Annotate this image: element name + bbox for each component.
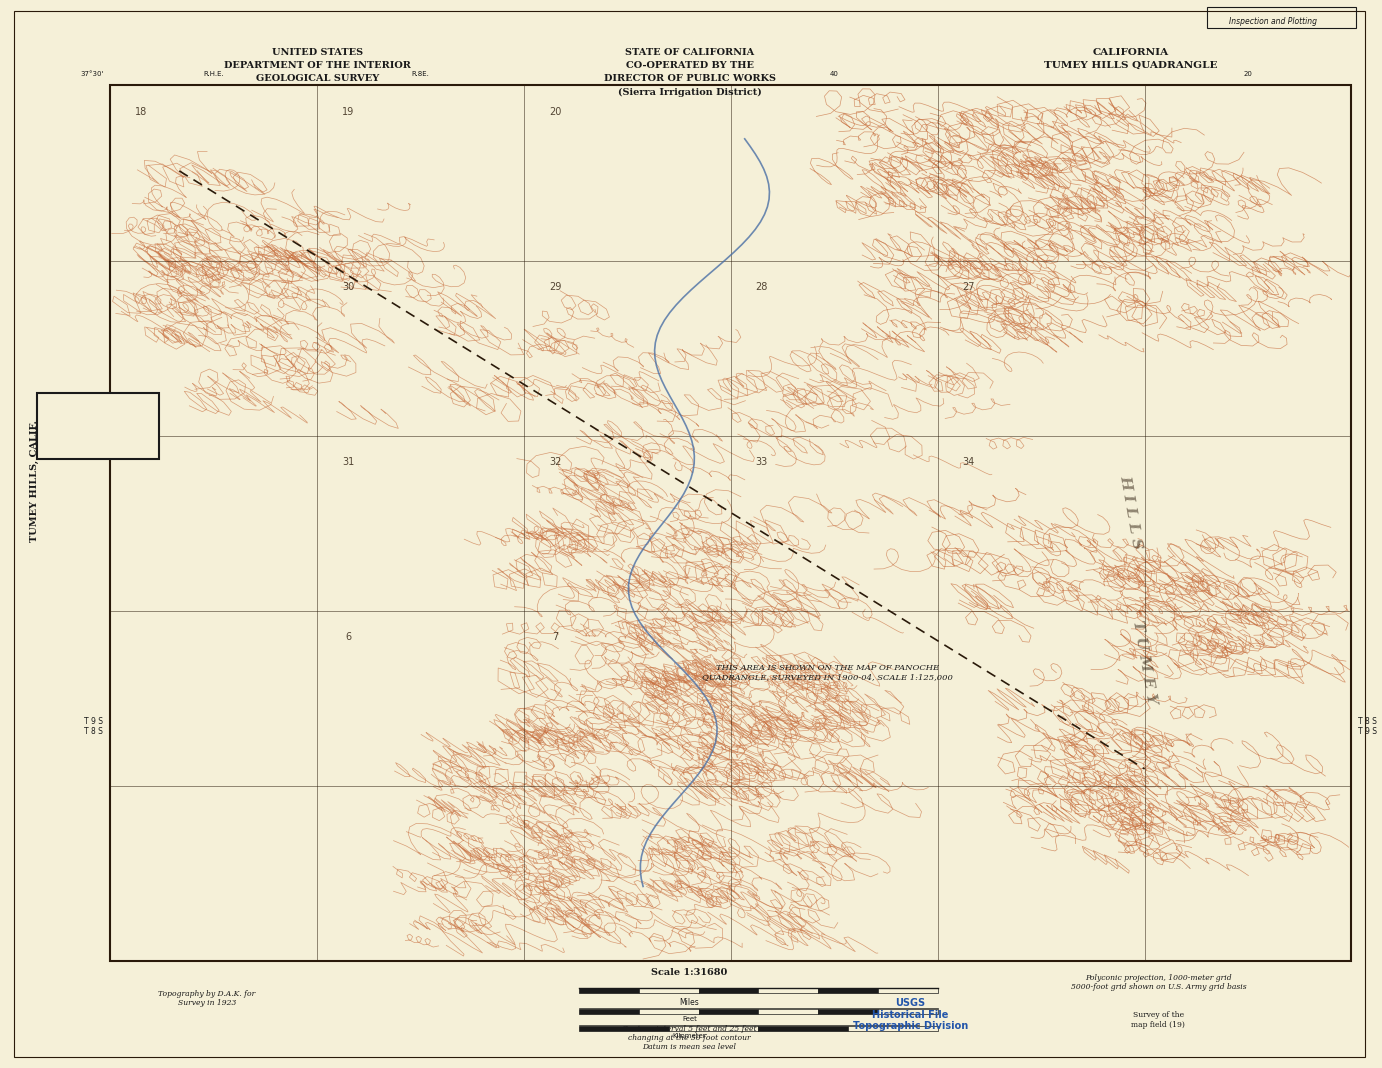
Text: 20: 20: [1244, 70, 1252, 77]
FancyBboxPatch shape: [37, 393, 159, 459]
Text: STATE OF CALIFORNIA
CO-OPERATED BY THE
DIRECTOR OF PUBLIC WORKS
(Sierra Irrigati: STATE OF CALIFORNIA CO-OPERATED BY THE D…: [604, 48, 775, 97]
Bar: [579, 1009, 638, 1014]
Text: R.8E.: R.8E.: [412, 70, 430, 77]
Bar: [878, 988, 938, 993]
Text: 7: 7: [551, 632, 558, 642]
Text: FILE COPY: FILE COPY: [51, 409, 106, 420]
Text: Contour interval 5 feet and 25 feet
changing at the 50 foot contour
Datum is mea: Contour interval 5 feet and 25 feet chan…: [622, 1025, 757, 1051]
Bar: [579, 988, 638, 993]
Text: Miles: Miles: [680, 998, 699, 1006]
Text: Inspection and Plotting: Inspection and Plotting: [1229, 17, 1317, 26]
Bar: [699, 1009, 759, 1014]
Text: Survey of the
map field (19): Survey of the map field (19): [1132, 1011, 1186, 1028]
Text: 34: 34: [963, 457, 974, 467]
Bar: [1206, 7, 1356, 28]
Text: 28: 28: [756, 282, 768, 292]
Text: THIS AREA IS SHOWN ON THE MAP OF PANOCHE
QUADRANGLE, SURVEYED IN 1900-04, SCALE : THIS AREA IS SHOWN ON THE MAP OF PANOCHE…: [702, 664, 952, 681]
Text: 18: 18: [135, 107, 148, 116]
Text: UNITED STATES
DEPARTMENT OF THE INTERIOR
GEOLOGICAL SURVEY: UNITED STATES DEPARTMENT OF THE INTERIOR…: [224, 48, 410, 83]
Text: 40: 40: [831, 70, 839, 77]
Bar: [669, 1026, 759, 1031]
Text: T 8 S
T 9 S: T 8 S T 9 S: [1359, 717, 1378, 736]
Text: 31: 31: [343, 457, 354, 467]
Text: CALIFORNIA
TUMEY HILLS QUADRANGLE: CALIFORNIA TUMEY HILLS QUADRANGLE: [1043, 48, 1218, 70]
Text: Kilometer: Kilometer: [673, 1033, 706, 1039]
Bar: [878, 1009, 938, 1014]
Text: H I L L S: H I L L S: [1118, 474, 1144, 551]
Text: 19: 19: [343, 107, 354, 116]
Text: Topography by D.A.K. for
Survey in 1923: Topography by D.A.K. for Survey in 1923: [158, 990, 256, 1007]
Bar: [579, 1026, 669, 1031]
Text: 20: 20: [549, 107, 561, 116]
Text: 29: 29: [549, 282, 561, 292]
Bar: [849, 1026, 938, 1031]
Bar: [638, 988, 699, 993]
Bar: [699, 988, 759, 993]
Bar: [759, 1009, 818, 1014]
Text: TUMEY HILLS, CALIF.: TUMEY HILLS, CALIF.: [30, 420, 39, 541]
Bar: [759, 988, 818, 993]
Text: R.H.E.: R.H.E.: [203, 70, 224, 77]
Text: 30: 30: [343, 282, 354, 292]
Bar: [638, 1009, 699, 1014]
Text: 6: 6: [346, 632, 351, 642]
Text: Scale 1:31680: Scale 1:31680: [651, 969, 728, 977]
Text: 37°30': 37°30': [80, 70, 104, 77]
Bar: [759, 1026, 849, 1031]
Text: 33: 33: [756, 457, 768, 467]
Text: 32: 32: [549, 457, 561, 467]
Text: Polyconic projection, 1000-meter grid
5000-foot grid shown on U.S. Army grid bas: Polyconic projection, 1000-meter grid 50…: [1071, 974, 1247, 991]
Text: USGS
Historical File
Topographic Division: USGS Historical File Topographic Divisio…: [853, 998, 967, 1032]
Text: T U M E Y: T U M E Y: [1130, 619, 1159, 705]
Bar: [818, 988, 878, 993]
Text: Feet: Feet: [683, 1016, 697, 1022]
Text: T 9 S
T 8 S: T 9 S T 8 S: [84, 717, 104, 736]
Text: 27: 27: [962, 282, 976, 292]
Bar: [818, 1009, 878, 1014]
Bar: [111, 85, 1352, 961]
Text: Inspection and Plotting: Inspection and Plotting: [43, 434, 115, 438]
